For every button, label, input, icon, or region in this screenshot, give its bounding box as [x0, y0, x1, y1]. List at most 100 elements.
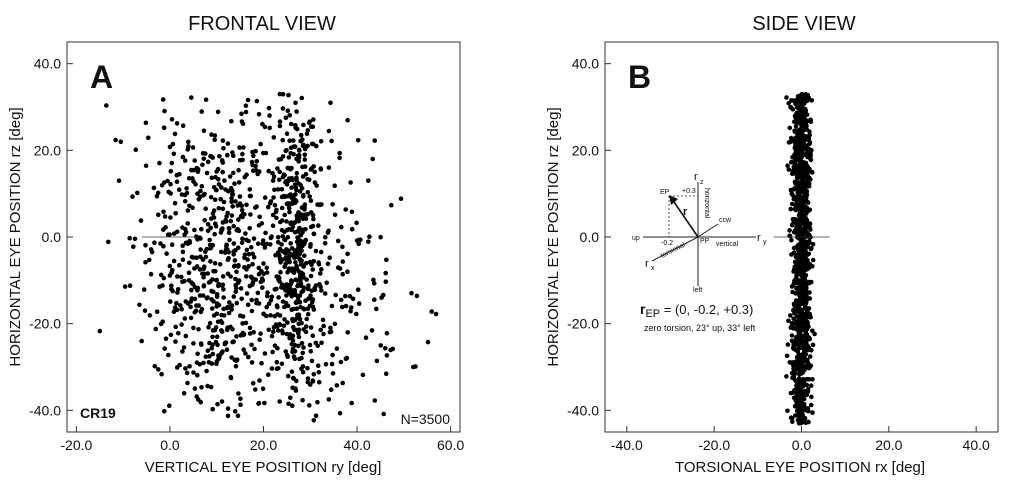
- panel-a-data-point: [219, 227, 224, 232]
- panel-a-data-point: [282, 212, 288, 218]
- panel-a-data-point: [321, 331, 326, 337]
- panel-a-data-point: [130, 194, 135, 199]
- panel-a-data-point: [300, 397, 305, 403]
- inset-x-axis: [651, 236, 699, 262]
- panel-a-data-point: [262, 400, 267, 406]
- panel-b-data-point: [802, 193, 808, 198]
- panel-a-data-point: [287, 113, 293, 118]
- panel-b-data-point: [799, 161, 805, 167]
- panel-a-data-point: [265, 293, 270, 299]
- panel-a-data-point: [370, 156, 376, 162]
- panel-a-data-point: [294, 109, 299, 114]
- panel-a-data-point: [310, 379, 316, 384]
- inset-up-label: up: [632, 235, 640, 242]
- panel-a-data-point: [132, 236, 138, 242]
- panel-a-data-point: [191, 341, 196, 346]
- panel-a-data-point: [160, 283, 165, 288]
- panel-a-points: [97, 91, 439, 423]
- panel-a-data-point: [335, 238, 341, 244]
- panel-a-data-point: [205, 271, 211, 276]
- panel-a-data-point: [241, 145, 246, 150]
- panel-a-data-point: [266, 168, 272, 174]
- panel-b-data-point: [792, 278, 797, 284]
- panel-a-data-point: [309, 299, 315, 305]
- panel-a-data-point: [290, 385, 295, 391]
- panel-a-data-point: [302, 146, 308, 152]
- panel-a-data-point: [246, 252, 252, 257]
- panel-a-data-point: [216, 177, 221, 182]
- panel-a-data-point: [143, 163, 149, 169]
- panel-a-data-point: [250, 168, 256, 173]
- panel-a-data-point: [253, 387, 258, 392]
- panel-b-data-point: [797, 356, 803, 361]
- panel-a-data-point: [240, 236, 245, 242]
- panel-a-data-point: [207, 237, 212, 243]
- panel-b-data-point: [796, 183, 802, 188]
- panel-a-data-point: [305, 376, 311, 381]
- panel-a-data-point: [289, 165, 294, 171]
- panel-a-data-point: [182, 158, 188, 163]
- panel-b-data-point: [802, 170, 808, 176]
- panel-a-data-point: [285, 373, 291, 379]
- panel-a-data-point: [343, 207, 349, 212]
- panel-a-data-point: [216, 182, 222, 187]
- panel-a-data-point: [284, 219, 289, 224]
- panel-b-ylabel: HORIZONTAL EYE POSITION rz [deg]: [545, 107, 562, 366]
- panel-a-data-point: [294, 198, 299, 204]
- panel-a-data-point: [211, 215, 217, 220]
- panel-b-data-point: [800, 95, 805, 101]
- panel-a-data-point: [149, 249, 155, 255]
- panel-a-data-point: [233, 276, 238, 282]
- panel-a-y-tick-label: 0.0: [42, 229, 62, 245]
- panel-b-data-point: [802, 166, 807, 171]
- panel-b-data-point: [803, 197, 808, 202]
- panel-a-data-point: [337, 150, 343, 156]
- inset-x-axis-sub: x: [651, 265, 655, 272]
- panel-b-data-point: [789, 324, 794, 329]
- panel-a-data-point: [209, 361, 215, 366]
- panel-a-data-point: [162, 214, 168, 219]
- panel-a-data-point: [383, 270, 389, 276]
- panel-a-data-point: [367, 234, 372, 239]
- panel-a-data-point: [230, 204, 235, 209]
- panel-a-data-point: [152, 363, 158, 369]
- panel-a-data-point: [205, 159, 211, 165]
- panel-a-data-point: [244, 247, 250, 253]
- panel-a-data-point: [173, 339, 178, 344]
- panel-a-data-point: [216, 355, 222, 361]
- panel-b-data-point: [786, 140, 792, 145]
- panel-b-data-point: [794, 254, 799, 260]
- panel-a-data-point: [214, 361, 219, 367]
- panel-a-data-point: [311, 418, 317, 423]
- panel-a-data-point: [288, 395, 293, 401]
- panel-a-data-point: [252, 346, 257, 352]
- panel-a-data-point: [251, 329, 256, 335]
- panel-a-data-point: [284, 182, 290, 187]
- panel-a-data-point: [296, 152, 302, 158]
- panel-a-data-point: [264, 313, 269, 319]
- panel-a-data-point: [345, 117, 350, 123]
- panel-a-data-point: [414, 293, 420, 299]
- panel-a-data-point: [372, 138, 378, 143]
- panel-a-data-point: [215, 109, 221, 115]
- panel-a-data-point: [294, 187, 299, 193]
- panel-b: SIDE VIEW -40.0 -20.0 0.0 20.0 40.0 -40.0 -20.…: [545, 13, 999, 476]
- panel-b-data-point: [809, 148, 814, 153]
- coordinate-inset: r z r y r x r EP PP up left ccw vertical…: [632, 171, 767, 333]
- panel-a-data-point: [231, 252, 236, 257]
- panel-a-data-point: [276, 157, 282, 162]
- panel-b-data-point: [810, 410, 815, 415]
- panel-b-data-point: [792, 340, 798, 345]
- panel-b-data-point: [810, 342, 816, 348]
- panel-a-data-point: [316, 370, 322, 375]
- panel-a-data-point: [260, 386, 266, 392]
- panel-a-data-point: [232, 181, 237, 186]
- panel-a-data-point: [177, 262, 182, 268]
- panel-b-data-point: [795, 190, 801, 195]
- panel-a-data-point: [169, 242, 175, 247]
- panel-a-data-point: [409, 290, 414, 296]
- panel-a-data-point: [230, 192, 236, 197]
- panel-a-data-point: [369, 328, 375, 333]
- panel-b-data-point: [797, 307, 803, 312]
- panel-a-data-point: [298, 232, 304, 238]
